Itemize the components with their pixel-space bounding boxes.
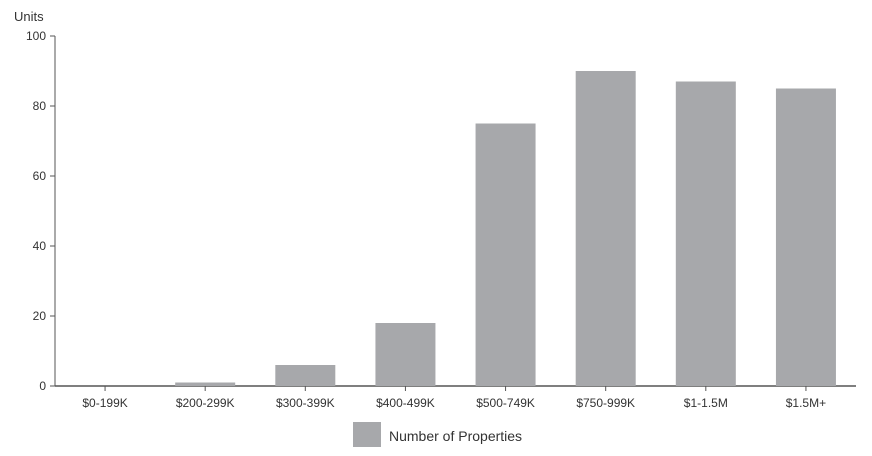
y-tick-label: 40 bbox=[33, 239, 47, 253]
bar bbox=[775, 88, 836, 386]
x-tick-label: $0-199K bbox=[82, 396, 127, 410]
x-tick-label: $1-1.5M bbox=[684, 396, 728, 410]
x-tick-label: $1.5M+ bbox=[786, 396, 826, 410]
x-tick-label: $750-999K bbox=[576, 396, 635, 410]
bar bbox=[375, 323, 436, 386]
legend-label: Number of Properties bbox=[389, 428, 522, 444]
bar bbox=[575, 71, 636, 386]
y-tick-label: 60 bbox=[33, 169, 47, 183]
bar bbox=[175, 382, 236, 386]
bar bbox=[675, 81, 736, 386]
x-tick-label: $200-299K bbox=[176, 396, 235, 410]
x-axis-ticks: $0-199K $200-299K $300-399K $400-499K $500-7… bbox=[82, 386, 826, 410]
bars-group bbox=[175, 71, 836, 386]
y-tick-label: 0 bbox=[39, 379, 46, 393]
y-axis-label: Units bbox=[14, 9, 44, 24]
y-tick-label: 20 bbox=[33, 309, 47, 323]
legend-swatch bbox=[353, 422, 381, 447]
bar bbox=[475, 123, 536, 386]
x-tick-label: $500-749K bbox=[476, 396, 535, 410]
bar bbox=[275, 365, 336, 386]
x-tick-label: $400-499K bbox=[376, 396, 435, 410]
y-axis-ticks: 0 20 40 60 80 100 bbox=[26, 29, 55, 393]
x-tick-label: $300-399K bbox=[276, 396, 335, 410]
y-tick-label: 100 bbox=[26, 29, 46, 43]
y-tick-label: 80 bbox=[33, 99, 47, 113]
legend: Number of Properties bbox=[353, 422, 522, 447]
